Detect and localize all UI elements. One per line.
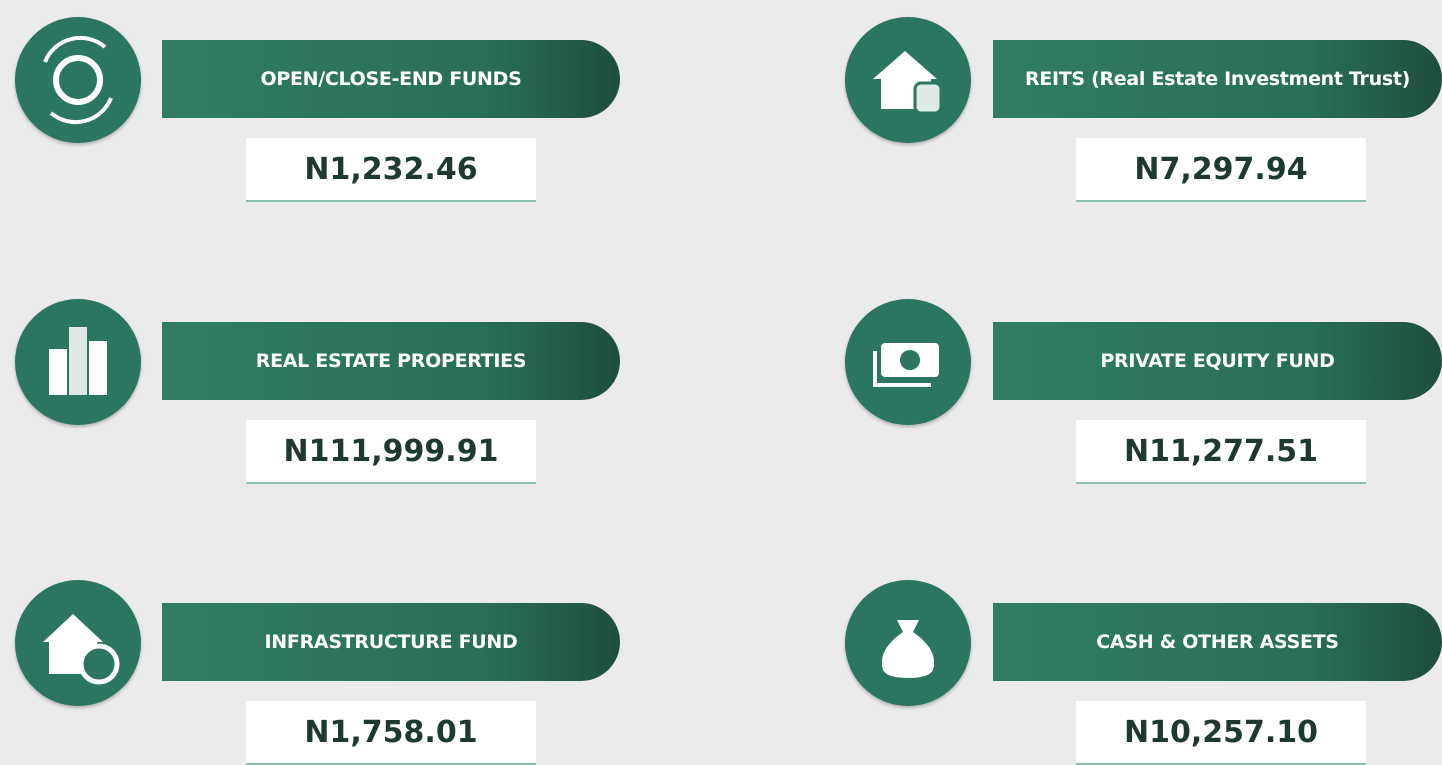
value-box: N11,277.51 xyxy=(1076,420,1366,484)
label-pill: REAL ESTATE PROPERTIES xyxy=(162,322,620,400)
icon xyxy=(845,580,971,706)
icon-glyph xyxy=(43,35,113,125)
icon xyxy=(845,17,971,143)
label-pill: CASH & OTHER ASSETS xyxy=(993,603,1442,681)
value-box: N111,999.91 xyxy=(246,420,536,484)
icon-glyph xyxy=(873,343,939,387)
label-pill: OPEN/CLOSE-END FUNDS xyxy=(162,40,620,118)
icon-glyph xyxy=(49,327,107,395)
value-box: N1,758.01 xyxy=(246,701,536,765)
icon-glyph xyxy=(873,51,943,115)
value-box: N10,257.10 xyxy=(1076,701,1366,765)
icon xyxy=(15,17,141,143)
label-pill: PRIVATE EQUITY FUND xyxy=(993,322,1442,400)
icon xyxy=(845,299,971,425)
label-pill: INFRASTRUCTURE FUND xyxy=(162,603,620,681)
icon xyxy=(15,580,141,706)
icon xyxy=(15,299,141,425)
label-pill: REITS (Real Estate Investment Trust) xyxy=(993,40,1442,118)
value-box: N1,232.46 xyxy=(246,138,536,202)
icon-glyph xyxy=(43,614,120,685)
value-box: N7,297.94 xyxy=(1076,138,1366,202)
icon-glyph xyxy=(881,620,935,678)
